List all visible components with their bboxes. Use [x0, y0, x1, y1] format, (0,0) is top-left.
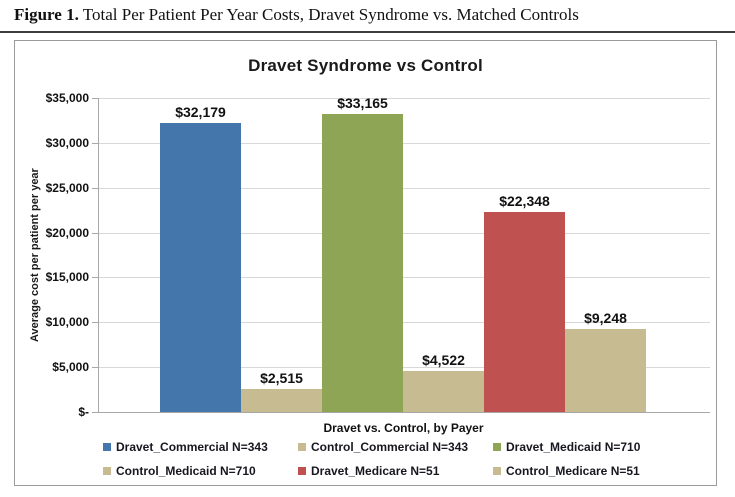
y-tick-label: $30,000: [45, 135, 89, 150]
legend-marker-icon: [493, 443, 501, 451]
gridline: [99, 277, 710, 279]
y-tick-label: $10,000: [45, 315, 89, 330]
legend-item: Dravet_Medicaid N=710: [493, 440, 688, 454]
y-tick-label: $5,000: [52, 360, 89, 375]
bar-dravet-commercial: [160, 123, 241, 412]
legend-marker-icon: [493, 467, 501, 475]
bar-value-label: $32,179: [175, 104, 226, 121]
legend-item: Dravet_Commercial N=343: [103, 440, 298, 454]
gridline: [99, 98, 710, 99]
y-tick-mark: [92, 232, 98, 234]
bar-value-label: $33,165: [337, 95, 388, 112]
y-tick-mark: [92, 367, 98, 369]
legend-marker-icon: [298, 443, 306, 451]
bar-control-commercial: [241, 389, 322, 412]
y-tick-mark: [92, 412, 98, 413]
gridline: [99, 232, 710, 234]
legend-marker-icon: [103, 467, 111, 475]
x-axis-title: Dravet vs. Control, by Payer: [323, 421, 484, 435]
legend-label: Control_Medicare N=51: [506, 464, 640, 478]
legend-label: Dravet_Commercial N=343: [116, 440, 268, 454]
legend-item: Control_Medicare N=51: [493, 464, 688, 478]
gridline: [99, 367, 710, 369]
legend: Dravet_Commercial N=343 Control_Commercia…: [103, 440, 688, 478]
bar-control-medicare: [565, 329, 646, 412]
legend-marker-icon: [103, 443, 111, 451]
bar-dravet-medicare: [484, 211, 565, 412]
legend-label: Control_Medicaid N=710: [116, 464, 256, 478]
figure-caption-label: Figure 1.: [14, 5, 79, 24]
gridline: [99, 322, 710, 324]
gridline: [99, 187, 710, 189]
legend-item: Control_Commercial N=343: [298, 440, 493, 454]
y-tick-label: $25,000: [45, 180, 89, 195]
figure-caption: Figure 1. Total Per Patient Per Year Cos…: [14, 5, 579, 25]
y-tick-mark: [92, 187, 98, 189]
legend-marker-icon: [298, 467, 306, 475]
legend-label: Dravet_Medicaid N=710: [506, 440, 641, 454]
y-tick-mark: [92, 322, 98, 324]
y-tick-label: $20,000: [45, 225, 89, 240]
gridline: [99, 142, 710, 144]
bar-control-medicaid: [403, 371, 484, 412]
bar-value-label: $22,348: [499, 192, 550, 209]
bar-value-label: $2,515: [260, 370, 303, 387]
legend-label: Dravet_Medicare N=51: [311, 464, 440, 478]
plot-area: $32,179 $2,515 $33,165 $4,522 $22,348 $9,248: [98, 95, 710, 413]
legend-item: Dravet_Medicare N=51: [298, 464, 493, 478]
bar-dravet-medicaid: [322, 114, 403, 412]
caption-divider: [0, 31, 735, 33]
bar-value-label: $4,522: [422, 352, 465, 369]
legend-label: Control_Commercial N=343: [311, 440, 469, 454]
legend-item: Control_Medicaid N=710: [103, 464, 298, 478]
y-tick-label: $15,000: [45, 270, 89, 285]
chart-area: Dravet Syndrome vs Control Average cost …: [14, 40, 717, 486]
figure-caption-text: Total Per Patient Per Year Costs, Dravet…: [78, 5, 579, 24]
chart-title: Dravet Syndrome vs Control: [248, 56, 483, 75]
y-tick-mark: [92, 142, 98, 144]
y-tick-mark: [92, 98, 98, 99]
y-tick-label: $35,000: [45, 91, 89, 105]
y-tick-mark: [92, 277, 98, 279]
bar-value-label: $9,248: [584, 310, 627, 327]
y-tick-label: $-: [78, 405, 89, 419]
